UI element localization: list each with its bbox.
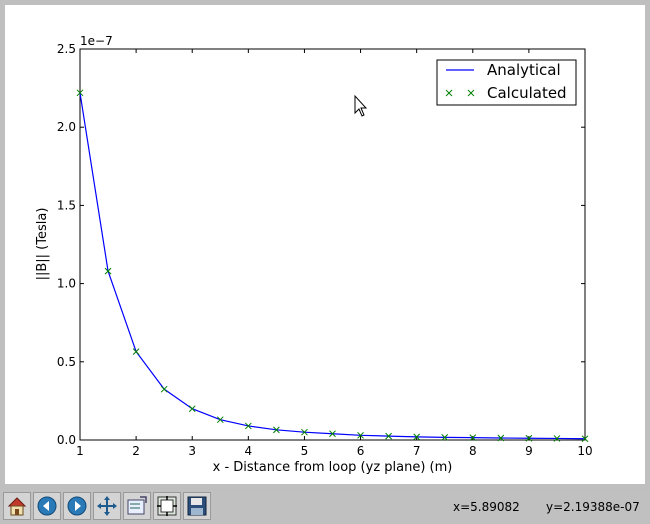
calculated-point bbox=[244, 422, 252, 430]
forward-arrow-icon bbox=[67, 496, 87, 516]
zoom-button[interactable] bbox=[123, 492, 151, 520]
calculated-point bbox=[413, 433, 421, 441]
calculated-point bbox=[441, 433, 449, 441]
y-coordinate-readout: y=2.19388e-07 bbox=[546, 500, 640, 514]
x-tick-label: 4 bbox=[245, 444, 253, 458]
back-button[interactable] bbox=[33, 492, 61, 520]
calculated-point bbox=[497, 434, 505, 442]
calculated-point bbox=[553, 435, 561, 442]
save-button[interactable] bbox=[183, 492, 211, 520]
zoom-rect-icon bbox=[127, 496, 147, 515]
x-coordinate-readout: x=5.89082 bbox=[453, 500, 520, 514]
legend-calculated-markers bbox=[445, 89, 475, 97]
y-tick-label: 2.0 bbox=[57, 120, 76, 134]
calculated-point bbox=[188, 405, 196, 413]
x-tick-label: 7 bbox=[413, 444, 421, 458]
calculated-point bbox=[525, 434, 533, 442]
y-offset-label: 1e−7 bbox=[80, 34, 113, 48]
calculated-point bbox=[216, 416, 224, 424]
x-tick-label: 3 bbox=[188, 444, 196, 458]
home-icon bbox=[7, 497, 27, 516]
calculated-point bbox=[104, 267, 112, 275]
x-tick-label: 9 bbox=[525, 444, 533, 458]
calculated-point bbox=[357, 431, 364, 439]
calculated-point bbox=[581, 435, 589, 443]
mouse-cursor-icon bbox=[354, 94, 368, 117]
x-axis-label: x - Distance from loop (yz plane) (m) bbox=[213, 460, 453, 475]
legend: Analytical Calculated bbox=[436, 59, 577, 106]
y-tick-label: 0.5 bbox=[57, 355, 76, 369]
home-button[interactable] bbox=[3, 492, 31, 520]
x-tick-label: 6 bbox=[357, 444, 365, 458]
floppy-save-icon bbox=[187, 496, 207, 516]
pan-button[interactable] bbox=[93, 492, 121, 520]
calculated-point bbox=[301, 428, 308, 436]
legend-marker bbox=[445, 89, 453, 97]
x-tick-label: 8 bbox=[469, 444, 477, 458]
calculated-point bbox=[76, 89, 84, 97]
chart-svg[interactable]: 1 2 3 4 5 6 7 8 9 10 0.0 0.5 1.0 1.5 2.0 2.5 1e−7 x - D… bbox=[5, 5, 645, 484]
calculated-point bbox=[469, 434, 477, 442]
calculated-point bbox=[329, 430, 336, 438]
x-tick-label: 10 bbox=[577, 444, 592, 458]
forward-button[interactable] bbox=[63, 492, 91, 520]
navigation-toolbar: x=5.89082 y=2.19388e-07 bbox=[0, 490, 650, 524]
calculated-point bbox=[385, 432, 392, 440]
x-tick-label: 2 bbox=[132, 444, 140, 458]
series-layer bbox=[76, 89, 589, 443]
y-tick-label: 2.5 bbox=[57, 42, 76, 56]
legend-analytical-label: Analytical bbox=[487, 61, 561, 79]
ticks-layer: 1 2 3 4 5 6 7 8 9 10 0.0 0.5 1.0 1.5 2.0 2.5 bbox=[57, 42, 593, 458]
back-arrow-icon bbox=[37, 496, 57, 516]
y-tick-label: 0.0 bbox=[57, 433, 76, 447]
x-tick-label: 1 bbox=[76, 444, 84, 458]
pan-move-icon bbox=[97, 496, 117, 516]
y-axis-label: ||B|| (Tesla) bbox=[35, 208, 50, 281]
legend-marker bbox=[467, 89, 475, 97]
figure-canvas[interactable]: 1 2 3 4 5 6 7 8 9 10 0.0 0.5 1.0 1.5 2.0 2.5 1e−7 x - D… bbox=[5, 5, 645, 484]
x-tick-label: 5 bbox=[301, 444, 309, 458]
legend-calculated-label: Calculated bbox=[487, 84, 567, 102]
calculated-point bbox=[273, 426, 280, 434]
legend-frame bbox=[436, 59, 577, 106]
y-tick-label: 1.5 bbox=[57, 198, 76, 212]
calculated-point bbox=[160, 385, 168, 393]
axes-frame bbox=[79, 48, 586, 441]
y-tick-label: 1.0 bbox=[57, 277, 76, 291]
calculated-point bbox=[132, 348, 140, 355]
subplots-button[interactable] bbox=[153, 492, 181, 520]
subplots-config-icon bbox=[157, 496, 177, 516]
